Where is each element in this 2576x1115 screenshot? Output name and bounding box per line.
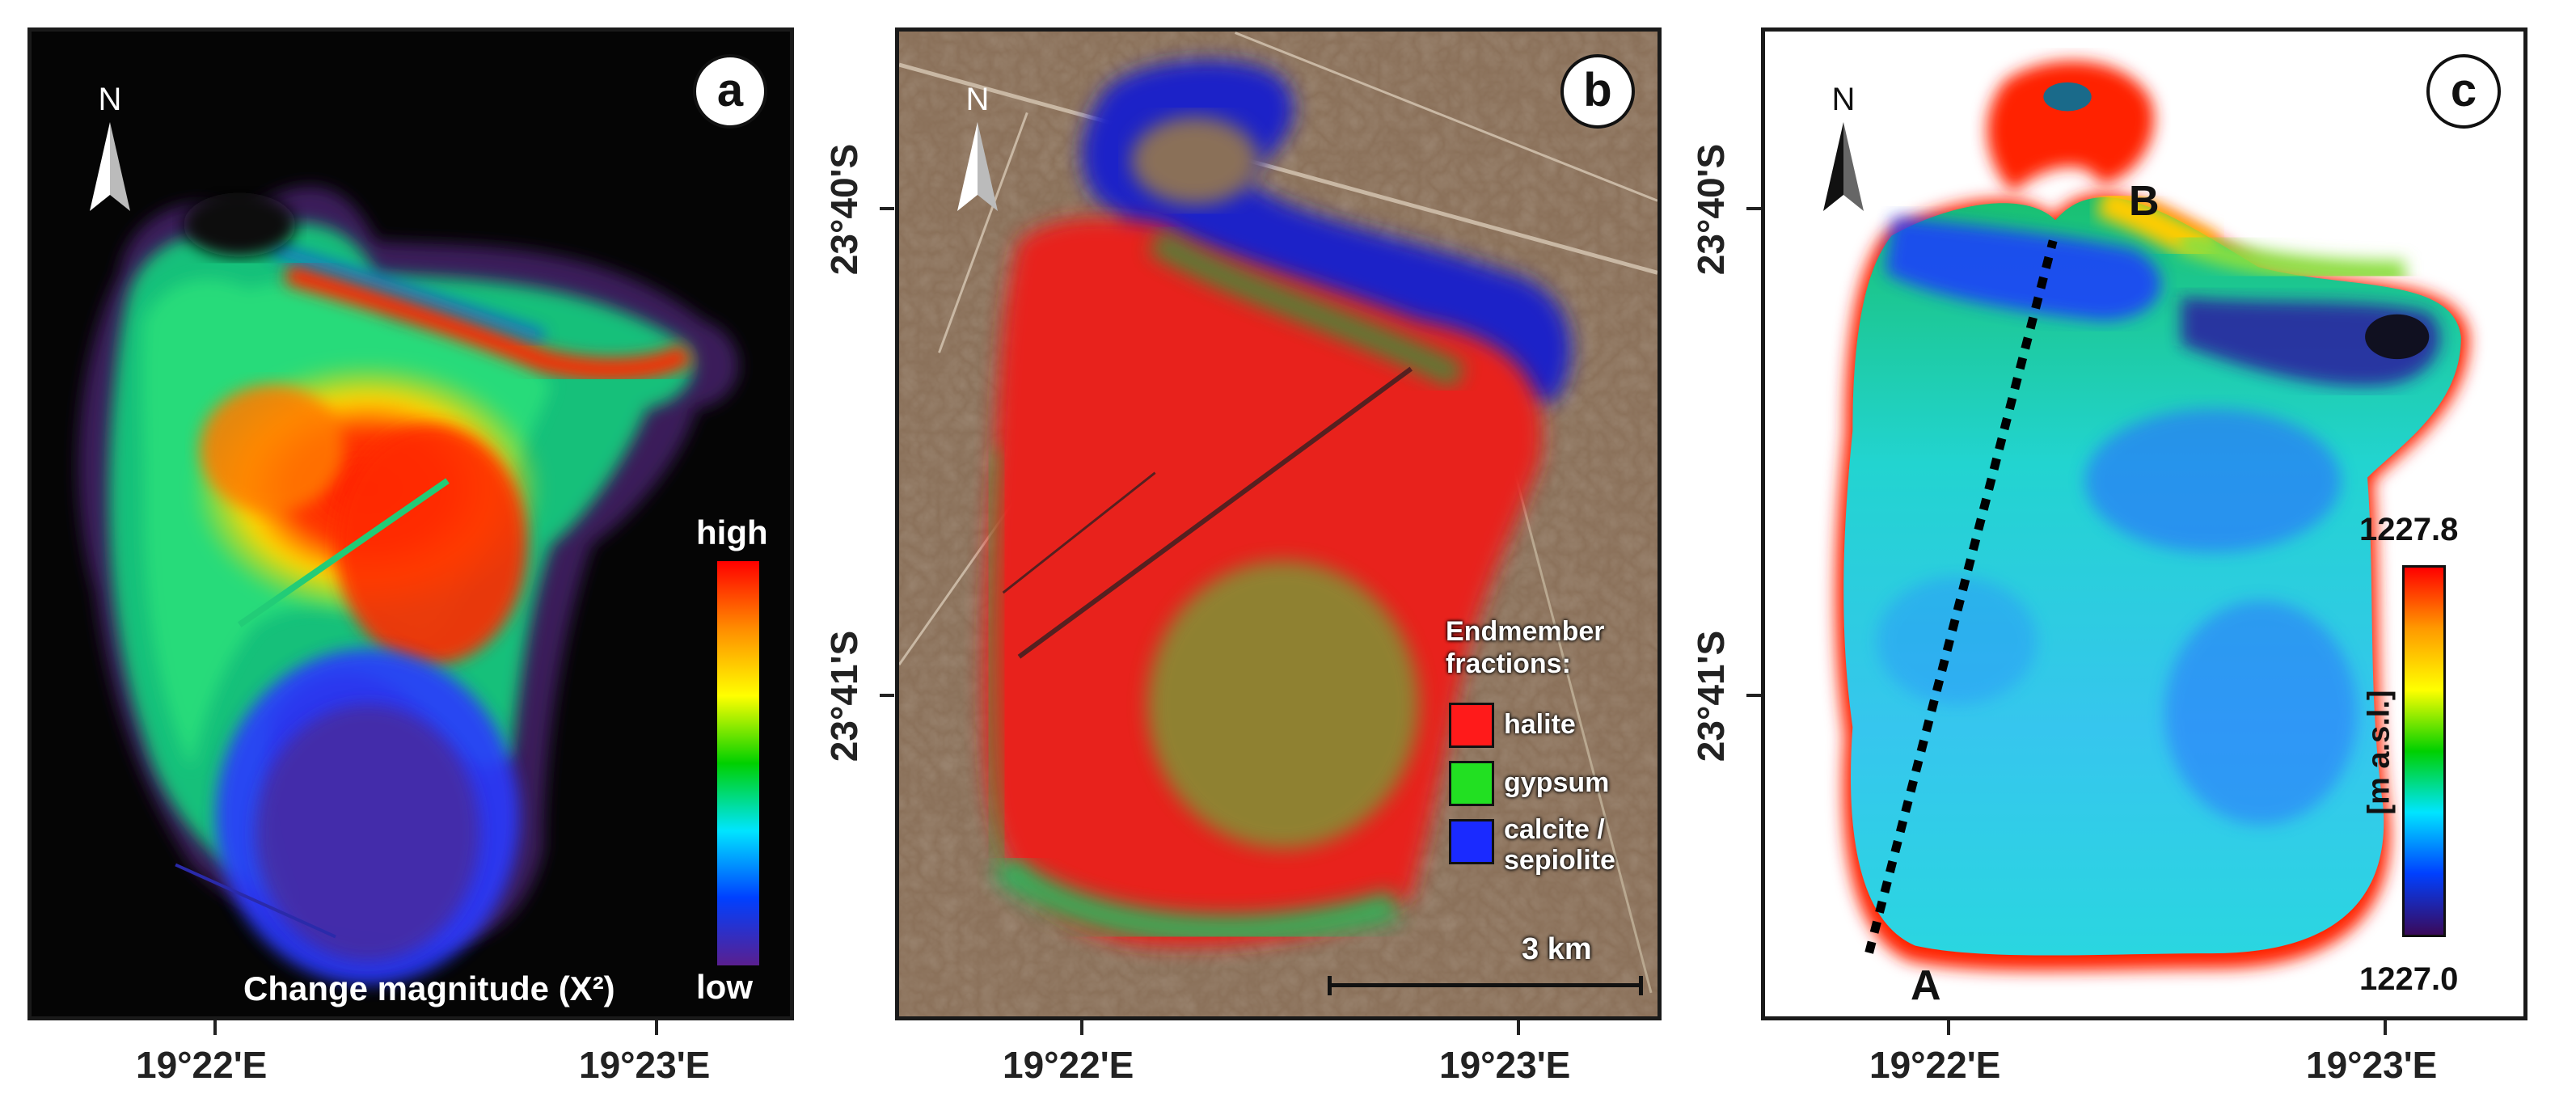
lat-label-bc-2341: 23°41'S — [1690, 630, 1732, 762]
elevation-raster — [1835, 61, 2469, 971]
elevation-unit-label: [m a.s.l.] — [2362, 690, 2397, 815]
panel-label-badge: a — [693, 54, 767, 129]
lon-tick — [2384, 1020, 2387, 1035]
change-magnitude-colorbar — [717, 561, 759, 965]
lat-tick — [880, 207, 894, 210]
lat-tick — [880, 694, 894, 697]
sepiolite-label-line: sepiolite — [1504, 845, 1615, 876]
panel-b-endmember-fractions-map: N b Endmember fractions: halite gypsum c… — [895, 27, 1662, 1020]
calcite-label-line: calcite / — [1504, 814, 1605, 845]
panel-label-badge: c — [2426, 54, 2501, 129]
lon-label-b-1923: 19°23'E — [1439, 1044, 1571, 1086]
north-label: N — [1831, 82, 1856, 117]
panel-c-elevation-map: N c B A 1227.8 1227.0 [m a.s.l.] — [1761, 27, 2527, 1020]
colorbar-low-label: low — [696, 968, 753, 1006]
lon-tick — [1080, 1020, 1083, 1035]
lon-label-a-1923: 19°23'E — [579, 1044, 711, 1086]
profile-start-label-a: A — [1911, 962, 1941, 1009]
lat-label-ab-2341: 23°41'S — [823, 630, 865, 762]
lon-tick — [1517, 1020, 1520, 1035]
lat-label-bc-2340: 23°40'S — [1690, 143, 1732, 276]
lon-label-c-1923: 19°23'E — [2306, 1044, 2438, 1086]
change-magnitude-raster — [78, 186, 739, 985]
colorbar-high-label: high — [696, 513, 768, 551]
lat-label-ab-2340: 23°40'S — [823, 143, 865, 276]
calcite-sepiolite-label: calcite / sepiolite — [1504, 814, 1615, 876]
north-arrow-icon: N — [74, 82, 146, 219]
north-arrow-icon: N — [941, 82, 1014, 219]
north-label: N — [98, 82, 122, 117]
north-arrow-icon: N — [1807, 82, 1880, 219]
halite-swatch — [1449, 703, 1494, 748]
lat-tick — [1746, 207, 1761, 210]
lon-tick — [1947, 1020, 1950, 1035]
endmember-legend-title: Endmember fractions: — [1446, 615, 1605, 680]
panel-a-change-magnitude-map: N a high low Change magnitude (X²) — [27, 27, 794, 1020]
lon-label-c-1922: 19°22'E — [1869, 1044, 2001, 1086]
colorbar-max-label: 1227.8 — [2359, 512, 2459, 547]
scale-bar-label: 3 km — [1522, 932, 1592, 966]
legend-title-line-2: fractions: — [1446, 648, 1571, 679]
lon-label-b-1922: 19°22'E — [1003, 1044, 1134, 1086]
colorbar-min-label: 1227.0 — [2359, 961, 2459, 997]
gypsum-label: gypsum — [1504, 767, 1610, 798]
lon-tick — [655, 1020, 658, 1035]
lon-label-a-1922: 19°22'E — [136, 1044, 268, 1086]
endmember-fraction-composite — [899, 32, 1658, 1016]
gypsum-swatch — [1449, 761, 1494, 806]
profile-end-label-b: B — [2129, 178, 2160, 225]
elevation-colorbar — [2402, 565, 2446, 937]
scale-bar — [1328, 976, 1643, 995]
panel-label-badge: b — [1560, 54, 1635, 129]
north-label: N — [965, 82, 990, 117]
legend-title-line-1: Endmember — [1446, 616, 1605, 647]
lon-tick — [213, 1020, 217, 1035]
lat-tick — [1746, 694, 1761, 697]
halite-label: halite — [1504, 709, 1576, 740]
calcite-sepiolite-swatch — [1449, 819, 1494, 864]
change-magnitude-caption: Change magnitude (X²) — [243, 969, 615, 1007]
